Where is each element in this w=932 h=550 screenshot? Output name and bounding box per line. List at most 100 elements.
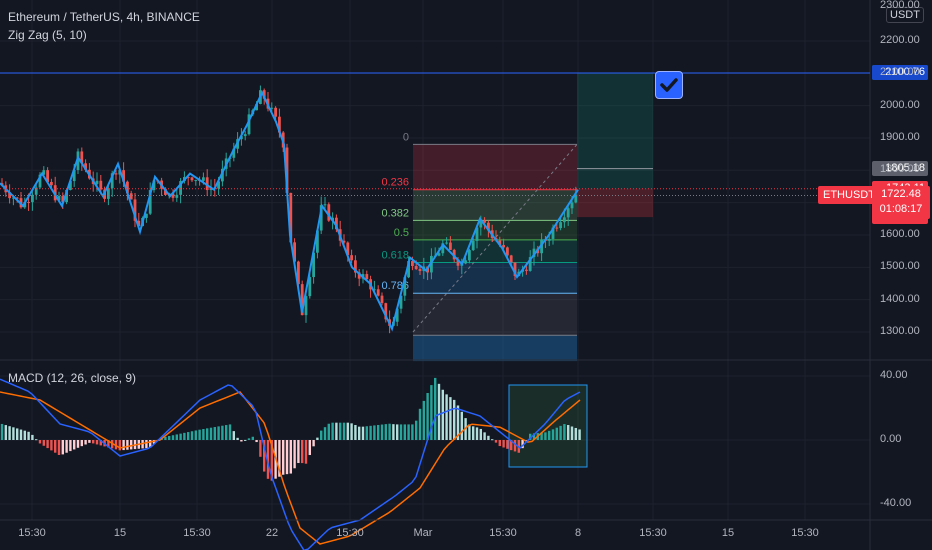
fib-level-label: 0.618 [381,249,409,261]
macd-histogram-bar [114,440,118,450]
macd-line [0,378,581,550]
position-stop-zone [577,188,653,218]
candle-body [27,202,30,204]
macd-histogram-bar [513,440,517,452]
last-price-symbol-tag: ETHUSDT [818,186,880,204]
candle-body [414,266,418,270]
candle-body [137,220,141,226]
candle-body [551,227,555,239]
candle-body [407,261,410,278]
macd-histogram-bar [373,425,376,440]
candle-body [53,185,57,201]
macd-histogram-bar [453,399,456,440]
macd-histogram-bar [369,425,372,440]
candle-body [133,199,137,221]
candle-body [312,252,315,278]
x-tick-label: 8 [574,527,582,539]
candle-body [437,253,441,256]
candle-body [164,188,167,195]
macd-histogram-bar [255,440,258,443]
candle-body [240,136,243,140]
candle-body [107,188,110,199]
fib-zone [413,335,577,362]
fib-zone [413,220,577,240]
macd-histogram-bar [50,440,53,451]
macd-histogram-bar [38,440,42,444]
x-tick-label: 15:30 [18,527,46,539]
candle-body [129,193,133,200]
symbol-title: Ethereum / TetherUS, 4h, BINANCE [8,10,200,24]
macd-histogram-bar [544,432,547,440]
macd-histogram-bar [263,440,266,472]
candle-body [289,192,293,243]
x-tick-label: 15 [113,527,127,539]
candle-body [468,250,471,261]
candle-body [380,295,384,304]
macd-histogram-bar [320,430,323,440]
macd-histogram-bar [578,429,581,440]
candle-body [175,194,179,198]
macd-histogram-bar [251,436,254,440]
macd-histogram-bar [61,440,64,455]
candle-body [232,148,236,158]
candle-body [327,204,331,221]
macd-histogram-bar [407,424,410,440]
price-axis-label: 1805.18 [872,160,928,176]
candle-body [110,173,114,189]
candle-body [403,277,407,296]
candle-body [570,202,574,209]
fib-zone [413,262,577,294]
macd-histogram-bar [126,440,129,450]
candle-body [525,269,528,271]
candle-body [350,255,353,261]
zigzag-line [0,90,579,332]
macd-histogram-bar [221,425,224,440]
macd-histogram-bar [27,431,30,440]
macd-histogram-bar [339,422,342,440]
y-tick-label: 1300.00 [880,325,920,337]
candle-body [452,249,456,260]
macd-histogram-bar [179,433,182,440]
macd-histogram-bar [244,439,247,441]
zigzag-indicator-label[interactable]: Zig Zag (5, 10) [8,28,87,42]
macd-histogram-bar [308,440,311,456]
macd-histogram-bar [107,440,110,448]
candle-body [399,295,403,309]
candle-body [194,179,198,181]
candle-body [418,269,422,272]
candle-countdown: 01:08:17 [879,203,923,215]
y-tick-label: 1900.00 [880,130,920,143]
macd-histogram-bar [323,427,327,440]
fib-zone [413,144,577,190]
macd-histogram-bar [31,434,34,440]
y-tick-label: 2100.00 [880,66,920,79]
macd-histogram-bar [411,424,414,440]
macd-histogram-bar [437,383,441,440]
macd-histogram-bar [270,440,273,481]
candle-body [342,240,346,243]
candle-body [559,222,562,229]
x-tick-label: 15:30 [791,527,819,539]
candle-body [308,277,312,297]
macd-indicator-label[interactable]: MACD (12, 26, close, 9) [8,371,137,385]
macd-histogram-bar [285,440,289,475]
candle-body [357,272,361,279]
macd-histogram-bar [502,440,505,448]
macd-histogram-bar [228,424,232,440]
currency-button[interactable]: USDT [886,7,924,23]
candle-body [262,90,266,99]
macd-histogram-bar [247,438,251,440]
macd-histogram-bar [118,440,121,451]
macd-histogram-bar [358,426,361,440]
macd-histogram-bar [563,424,566,440]
candle-body [95,180,99,184]
macd-histogram-bar [354,425,357,440]
fib-level-label: 0.5 [394,227,409,239]
checkmark-icon[interactable] [655,71,683,99]
macd-histogram-bar [225,425,228,440]
macd-histogram-bar [491,439,494,441]
macd-histogram-bar [483,432,486,440]
macd-histogram-bar [149,440,152,448]
macd-histogram-bar [217,426,220,440]
